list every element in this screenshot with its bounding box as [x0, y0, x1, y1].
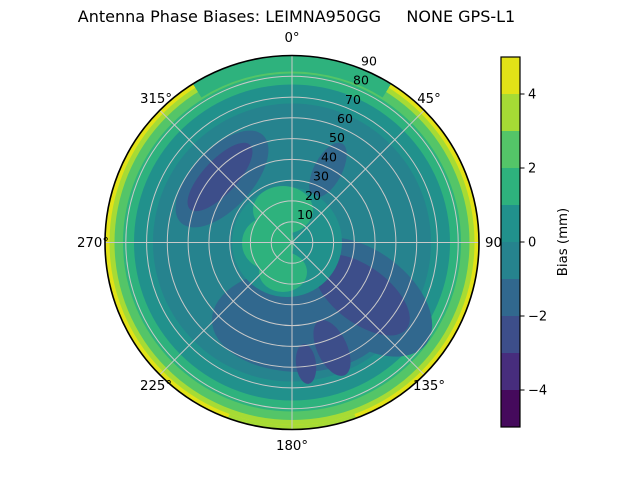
colorbar-band-2to3 [501, 131, 520, 168]
low-bias-blob-nw [187, 142, 253, 212]
colorbar-tick-2: 2 [528, 162, 536, 177]
colorbar-band-1to2 [501, 168, 520, 205]
r-tick-90: 90 [361, 53, 377, 68]
r-tick-20: 20 [305, 188, 321, 203]
colorbar-band-m1to0 [501, 242, 520, 279]
r-tick-10: 10 [297, 207, 313, 222]
r-tick-30: 30 [313, 169, 329, 184]
colorbar-band-m2tom1 [501, 279, 520, 316]
polar-axis-edge [104, 54, 480, 431]
theta-label-180: 180° [276, 439, 308, 454]
colorbar-tick-m2: −2 [528, 310, 547, 325]
low-bias-blob-se [314, 254, 410, 336]
colorbar-tick-4: 4 [528, 88, 536, 103]
colorbar-band-3to4 [501, 94, 520, 131]
colorbar: 4 2 0 −2 −4 Bias (mm) [500, 56, 571, 428]
colorbar-band-m5tom4 [501, 390, 520, 427]
theta-label-45: 45° [417, 92, 441, 107]
contour-north-horizon-crescent [192, 55, 392, 98]
low-bias-blob-s [295, 344, 317, 384]
contour-south-horizon-crescent [228, 414, 356, 430]
colorbar-band-0to1 [501, 205, 520, 242]
r-tick-70: 70 [345, 92, 361, 107]
low-bias-patch-ne [309, 142, 347, 198]
theta-label-270: 270° [77, 236, 109, 251]
colorbar-band-m3tom2 [501, 316, 520, 353]
r-tick-80: 80 [353, 73, 369, 88]
chart-title: Antenna Phase Biases: LEIMNA950GG NONE G… [77, 7, 516, 26]
r-tick-40: 40 [321, 149, 337, 164]
colorbar-tick-0: 0 [528, 236, 536, 251]
colorbar-band-m4tom3 [501, 353, 520, 390]
grid-spoke-45-225 [159, 109, 425, 376]
theta-label-315: 315° [140, 92, 172, 107]
theta-label-225: 225° [140, 379, 172, 394]
r-tick-50: 50 [329, 130, 345, 145]
theta-label-0: 0° [284, 31, 299, 46]
center-positive-patch-bottom [259, 252, 307, 292]
theta-label-135: 135° [413, 379, 445, 394]
colorbar-band-4to5 [501, 57, 520, 94]
colorbar-tick-m4: −4 [528, 384, 547, 399]
colorbar-axis-label: Bias (mm) [556, 208, 571, 276]
r-tick-60: 60 [337, 111, 353, 126]
theta-label-90: 90 [485, 236, 502, 251]
